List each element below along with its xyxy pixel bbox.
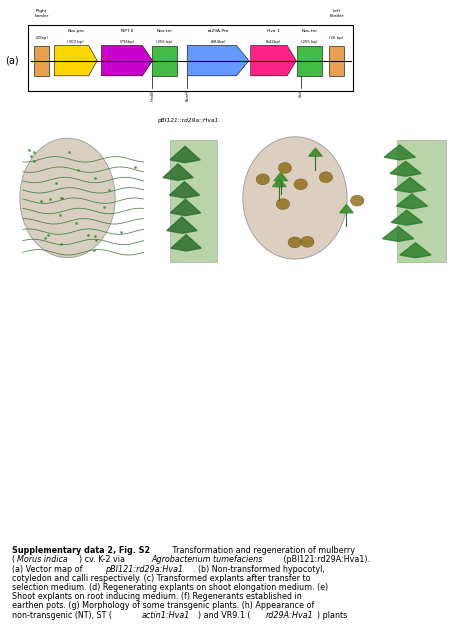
Text: HindIII: HindIII [150,90,154,101]
Text: BamHI: BamHI [185,90,189,101]
Ellipse shape [288,237,301,248]
FancyArrow shape [101,46,153,76]
Polygon shape [167,217,197,233]
Text: Right
border: Right border [35,9,49,18]
Bar [329,46,344,76]
Text: selection medium. (d) Regenerating explants on shoot elongation medium. (e): selection medium. (d) Regenerating expla… [12,583,328,592]
Text: Nos-ter: Nos-ter [301,29,318,33]
Text: (25bp): (25bp) [35,37,48,40]
Ellipse shape [319,172,333,183]
Bar [170,140,217,262]
Text: (642bp): (642bp) [266,40,281,44]
Polygon shape [309,148,322,156]
Ellipse shape [20,138,115,258]
Text: (: ( [12,556,15,564]
Text: NPT II: NPT II [121,29,133,33]
Text: (884bp): (884bp) [210,40,226,44]
Text: (a) Vector map of: (a) Vector map of [12,564,85,573]
Text: Agrobacterium tumefaciens: Agrobacterium tumefaciens [152,556,263,564]
Text: (a): (a) [5,56,18,66]
Text: pBI121:rd29a:Hva1: pBI121:rd29a:Hva1 [105,564,183,573]
Bar [397,140,447,262]
Text: Shoot explants on root inducing medium. (f) Regenerants established in: Shoot explants on root inducing medium. … [12,592,301,601]
Text: (c): (c) [241,137,252,146]
FancyArrow shape [251,46,296,76]
Text: Hva 1: Hva 1 [267,29,280,33]
Text: Transformation and regeneration of mulberry: Transformation and regeneration of mulbe… [170,546,355,555]
Text: (g): (g) [18,418,28,427]
Text: pBI121::rd29a::Hva1: pBI121::rd29a::Hva1 [156,118,218,123]
Text: earthen pots. (g) Morphology of some transgenic plants. (h) Appearance of: earthen pots. (g) Morphology of some tra… [12,602,314,611]
Polygon shape [169,181,200,198]
Polygon shape [170,147,200,162]
Text: (300 bp): (300 bp) [67,40,84,44]
FancyArrow shape [187,46,249,76]
Ellipse shape [243,137,347,259]
Text: ) plants: ) plants [318,611,347,619]
Polygon shape [400,243,431,258]
Text: (f): (f) [318,279,327,288]
Polygon shape [396,194,428,209]
Text: Supplementary data 2, Fig. S2: Supplementary data 2, Fig. S2 [12,546,150,555]
Polygon shape [273,178,286,186]
Text: ) cv. K-2 via: ) cv. K-2 via [79,556,128,564]
Text: SacI: SacI [299,90,303,97]
Ellipse shape [301,236,314,247]
Ellipse shape [278,162,292,173]
Polygon shape [394,178,426,193]
Text: (e): (e) [167,279,178,288]
Text: . (b) Non-transformed hypocotyl,: . (b) Non-transformed hypocotyl, [193,564,325,573]
Text: Nos-pro: Nos-pro [67,29,84,33]
Text: (255 bp): (255 bp) [301,40,318,44]
Text: (26 bp): (26 bp) [329,37,344,40]
Text: (255 bp): (255 bp) [156,40,173,44]
Text: Nos-ter: Nos-ter [156,29,173,33]
Text: (pBI121:rd29A:Hva1).: (pBI121:rd29A:Hva1). [281,556,370,564]
Text: Morus indica: Morus indica [17,556,68,564]
Polygon shape [274,173,288,181]
Polygon shape [163,164,193,180]
Text: Left
Border: Left Border [329,9,344,18]
Ellipse shape [276,198,290,209]
Text: (d): (d) [17,279,28,288]
Bar [28,25,353,91]
Polygon shape [384,145,415,160]
Polygon shape [170,199,201,216]
Ellipse shape [351,195,364,206]
Text: non-transgenic (NT), ST (: non-transgenic (NT), ST ( [12,611,112,619]
Text: (b): (b) [18,137,29,146]
Text: cotyledon and calli respectively. (c) Transformed explants after transfer to: cotyledon and calli respectively. (c) Tr… [12,574,310,583]
Text: rd29A-Pro: rd29A-Pro [208,29,228,33]
Polygon shape [340,205,353,213]
FancyArrow shape [55,46,97,76]
Bar [152,46,177,76]
Bar [297,46,322,76]
Polygon shape [391,210,422,225]
Text: rd29A:Hva1: rd29A:Hva1 [265,611,313,619]
Text: ) and VR9.1 (: ) and VR9.1 ( [198,611,251,619]
Ellipse shape [294,179,308,190]
Polygon shape [383,226,414,241]
Text: actin1:Hva1: actin1:Hva1 [141,611,190,619]
Polygon shape [390,161,421,176]
Polygon shape [171,234,201,251]
Text: (c): (c) [241,138,252,147]
Bar [34,46,49,76]
Ellipse shape [256,174,270,185]
Text: (795bp): (795bp) [119,40,135,44]
Text: (h): (h) [195,418,206,427]
Text: (b): (b) [18,138,29,147]
